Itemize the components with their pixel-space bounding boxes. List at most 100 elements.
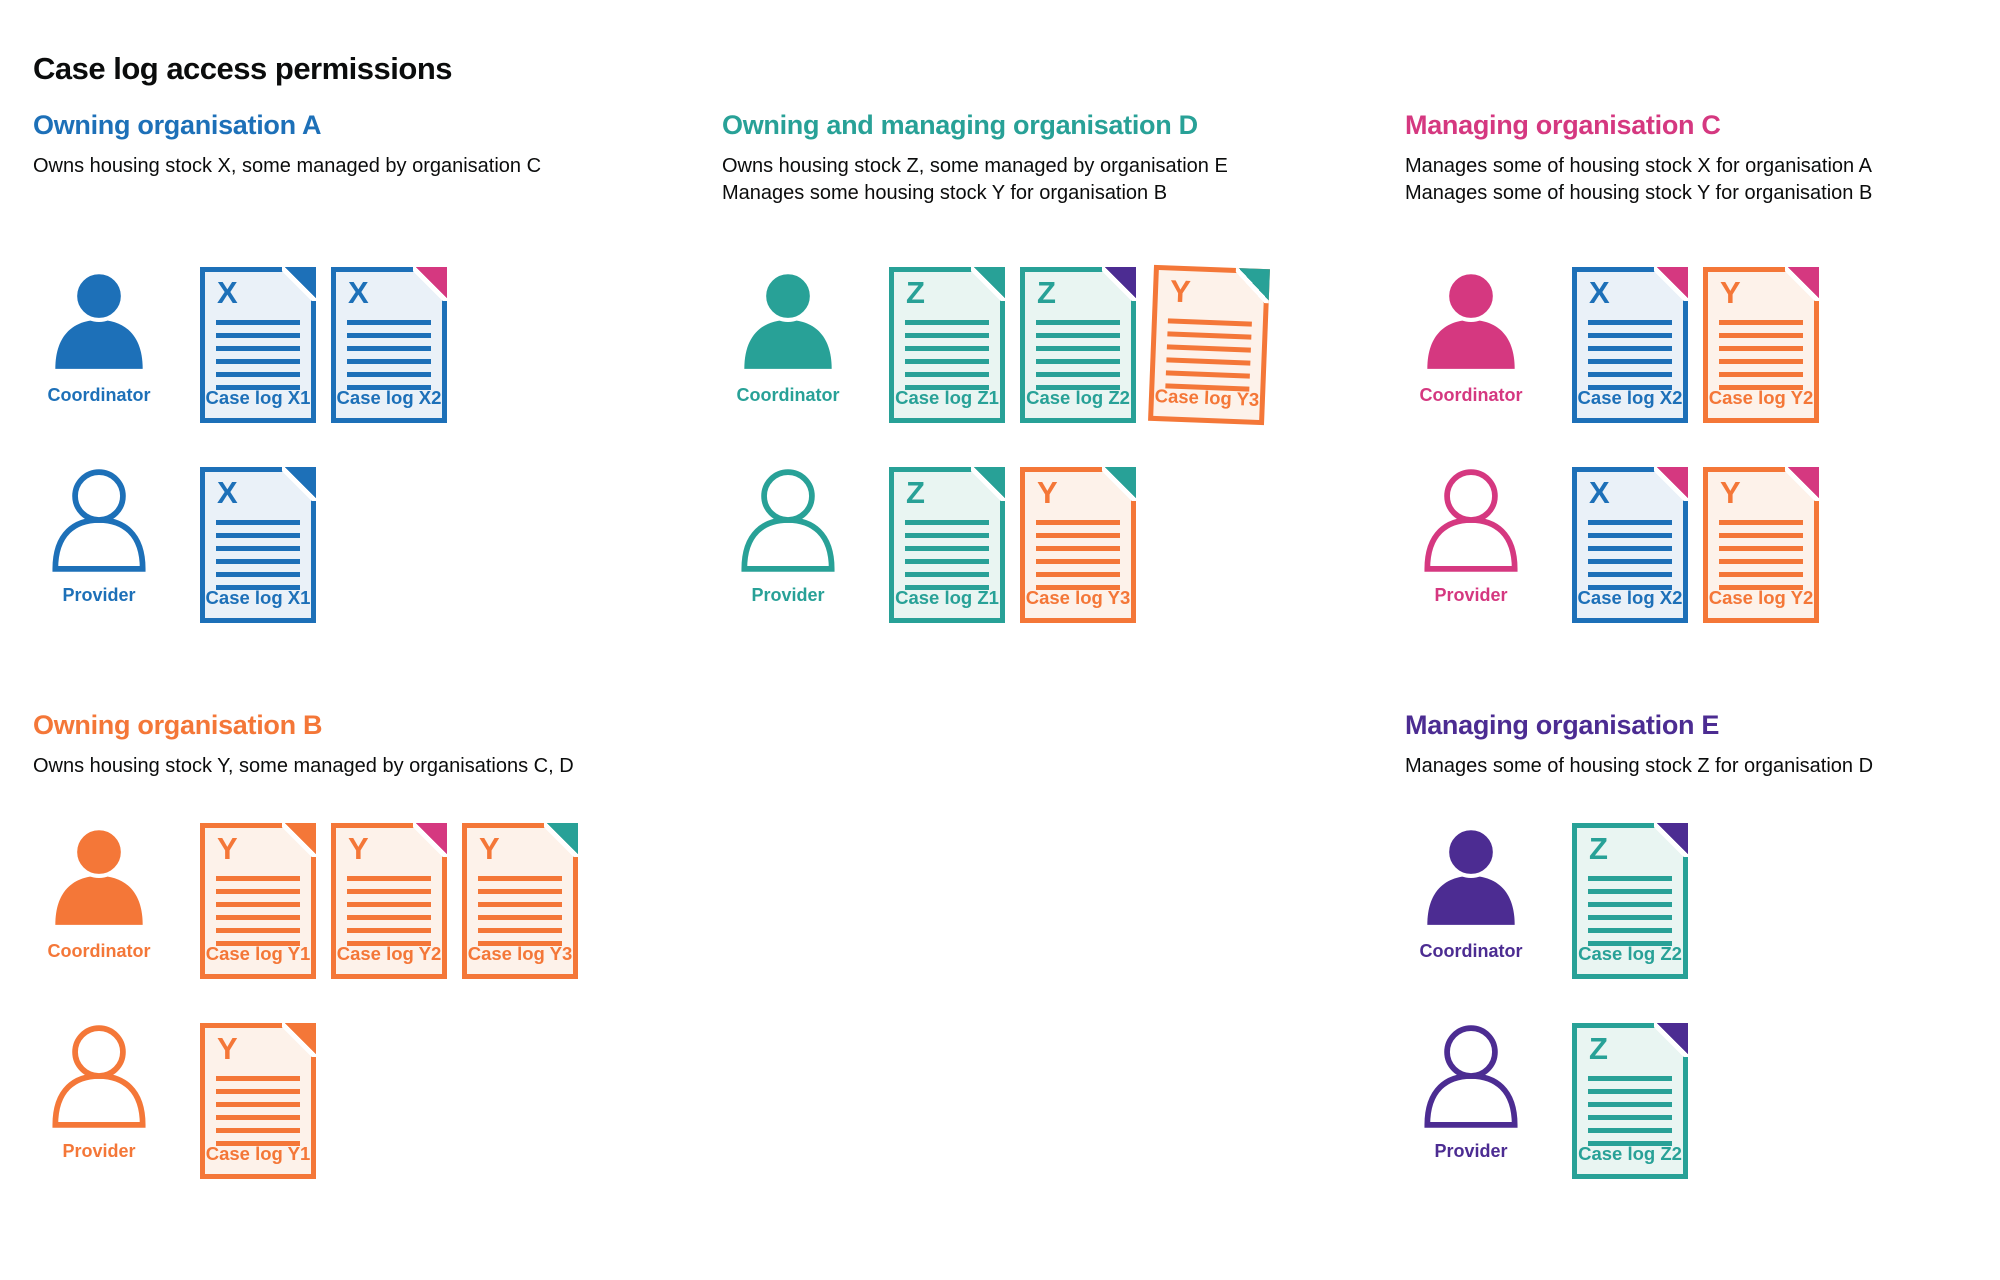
text-line	[1588, 559, 1672, 564]
folded-corner-icon	[282, 267, 316, 301]
coordinator-row: Coordinator X Case log X1 X Case log X2	[33, 267, 683, 423]
text-line	[216, 902, 300, 907]
provider-row: Provider X Case log X2 Y Case log Y2	[1405, 467, 2000, 623]
coordinator-row: Coordinator Y Case log Y1 Y Case log Y2 Y Case…	[33, 823, 683, 979]
case-log-label: Case log X2	[1577, 587, 1683, 608]
text-line	[905, 346, 989, 351]
text-line	[216, 928, 300, 933]
text-line	[1588, 572, 1672, 577]
provider-row: Provider Y Case log Y1	[33, 1023, 683, 1179]
text-line	[1588, 533, 1672, 538]
document-text-lines-icon	[1165, 318, 1252, 392]
housing-stock-letter: Z	[906, 275, 925, 310]
section-title: Owning organisation A	[33, 110, 322, 140]
person-block: Coordinator	[1405, 823, 1537, 979]
case-log-label: Case log Y3	[1154, 384, 1260, 410]
text-line	[905, 385, 989, 390]
person-block: Provider	[33, 467, 165, 623]
coordinator-row: Coordinator Z Case log Z2	[1405, 823, 2000, 979]
text-line	[216, 372, 300, 377]
document-text-lines-icon	[216, 520, 300, 590]
section-description: Owns housing stock X, some managed by or…	[33, 153, 683, 211]
text-line	[347, 889, 431, 894]
folded-corner-icon	[1102, 267, 1136, 301]
text-line	[216, 559, 300, 564]
person-role-label: Provider	[751, 585, 825, 605]
case-log-document: Y Case log Y2	[1703, 267, 1819, 423]
text-line	[216, 941, 300, 946]
document-text-lines-icon	[1588, 320, 1672, 390]
text-line	[1588, 346, 1672, 351]
text-line	[347, 320, 431, 325]
housing-stock-letter: Z	[1589, 1031, 1608, 1066]
person-role-label: Provider	[62, 1141, 136, 1161]
document-text-lines-icon	[216, 320, 300, 390]
folded-corner-icon	[282, 823, 316, 857]
text-line	[216, 915, 300, 920]
text-line	[1036, 346, 1120, 351]
document-text-lines-icon	[1036, 320, 1120, 390]
text-line	[216, 333, 300, 338]
folded-corner-icon	[1654, 267, 1688, 301]
housing-stock-letter: Y	[1720, 275, 1741, 310]
housing-stock-letter: Y	[217, 831, 238, 866]
text-line	[1588, 1128, 1672, 1133]
document-text-lines-icon	[905, 320, 989, 390]
case-log-document: Y Case log Y3	[1020, 467, 1136, 623]
text-line	[478, 928, 562, 933]
text-line	[347, 333, 431, 338]
text-line	[1588, 585, 1672, 590]
text-line	[347, 941, 431, 946]
text-line	[347, 385, 431, 390]
folded-corner-icon	[1785, 267, 1819, 301]
text-line	[216, 520, 300, 525]
document-text-lines-icon	[478, 876, 562, 946]
case-log-document: X Case log X2	[331, 267, 447, 423]
document-text-lines-icon	[347, 320, 431, 390]
case-log-document: Y Case log Y3	[1148, 264, 1270, 426]
case-log-label: Case log Y2	[1708, 587, 1814, 608]
folded-corner-icon	[282, 1023, 316, 1057]
text-line	[216, 385, 300, 390]
housing-stock-letter: Z	[1037, 275, 1056, 310]
housing-stock-letter: Y	[1720, 475, 1741, 510]
document-text-lines-icon	[1588, 520, 1672, 590]
text-line	[1036, 572, 1120, 577]
text-line	[905, 572, 989, 577]
case-log-label: Case log Y3	[467, 943, 573, 964]
text-line	[1036, 585, 1120, 590]
case-log-document: X Case log X1	[200, 267, 316, 423]
case-log-document: Y Case log Y2	[331, 823, 447, 979]
text-line	[1719, 333, 1803, 338]
description-line: Owns housing stock Z, some managed by or…	[722, 155, 1228, 177]
text-line	[1588, 1089, 1672, 1094]
text-line	[216, 1102, 300, 1107]
text-line	[1036, 372, 1120, 377]
text-line	[1588, 889, 1672, 894]
coordinator-row: Coordinator X Case log X2 Y Case log Y2	[1405, 267, 2000, 423]
person-block: Provider	[33, 1023, 165, 1179]
document-text-lines-icon	[1719, 520, 1803, 590]
text-line	[1036, 533, 1120, 538]
text-line	[905, 546, 989, 551]
person-role-label: Coordinator	[47, 941, 151, 961]
description-line: Owns housing stock X, some managed by or…	[33, 155, 542, 177]
folded-corner-icon	[413, 267, 447, 301]
person-block: Coordinator	[722, 267, 854, 423]
text-line	[905, 520, 989, 525]
case-log-document: Y Case log Y1	[200, 1023, 316, 1179]
housing-stock-letter: Y	[1037, 475, 1058, 510]
text-line	[347, 372, 431, 377]
section-org-e: Managing organisation E Manages some of h…	[1405, 710, 2000, 1179]
text-line	[216, 1128, 300, 1133]
case-log-document: Z Case log Z2	[1572, 823, 1688, 979]
folded-corner-icon	[1654, 823, 1688, 857]
case-log-document: Z Case log Z1	[889, 267, 1005, 423]
section-description: Manages some of housing stock Z for orga…	[1405, 753, 2000, 783]
coordinator-person-icon	[1419, 269, 1523, 373]
text-line	[1588, 333, 1672, 338]
case-log-label: Case log Y1	[205, 943, 311, 964]
person-block: Provider	[1405, 467, 1537, 623]
text-line	[1036, 333, 1120, 338]
